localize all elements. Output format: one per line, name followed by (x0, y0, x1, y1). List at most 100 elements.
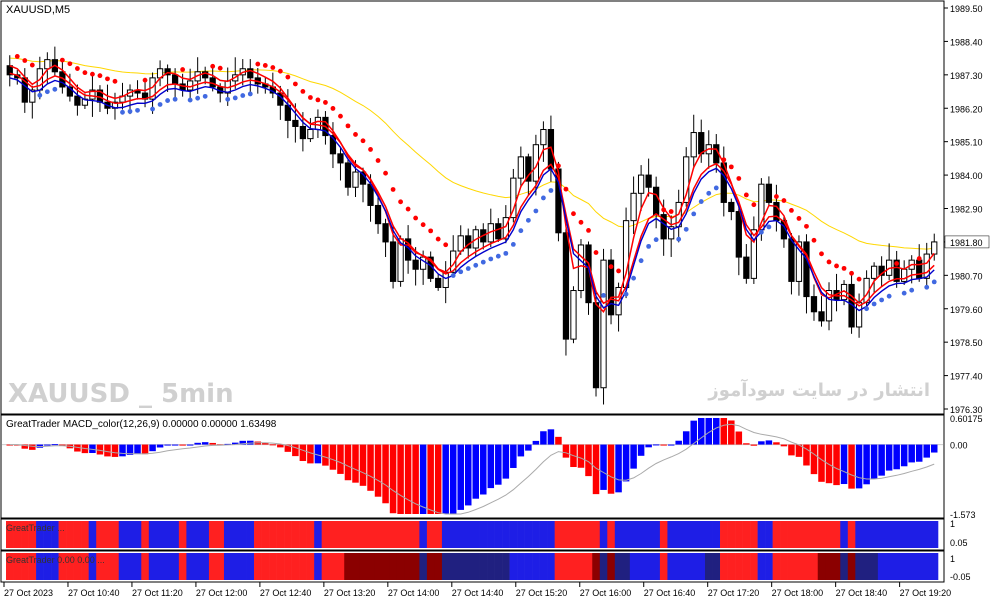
strip1-bar (389, 521, 398, 548)
sar-dot-blue (510, 242, 516, 247)
strip2-bar (374, 553, 383, 580)
strip1-bar (411, 521, 420, 548)
strip1-bar (111, 521, 120, 548)
sar-dot-blue (127, 108, 133, 114)
sar-dot-red (330, 106, 336, 111)
strip2-bar (742, 553, 751, 580)
sar-dot-red (736, 176, 742, 181)
strip2-bar (494, 553, 503, 580)
strip1-bar (487, 521, 495, 548)
strip2-bar (366, 553, 375, 580)
candle-body (870, 265, 878, 279)
strip1-bar (742, 521, 751, 548)
sar-dot-blue (886, 293, 892, 299)
strip2-bar (757, 553, 766, 580)
strip2-bar (51, 553, 59, 580)
strip2-bar (472, 553, 480, 580)
strip2-bar (231, 553, 240, 580)
strip1-bar (885, 521, 894, 548)
macd-bar (690, 420, 697, 445)
strip1-bar (712, 521, 721, 548)
strip1-bar (269, 521, 277, 548)
strip1-tick-label: 1 (950, 519, 955, 529)
strip2-bar (261, 553, 270, 580)
strip1-bar (434, 521, 443, 548)
macd-bar (442, 444, 449, 514)
sar-dot-blue (172, 96, 178, 102)
strip2-bar (479, 553, 488, 580)
lower-red-line (9, 72, 935, 307)
candle-body (329, 135, 337, 155)
strip1-bar (456, 521, 465, 548)
macd-bar (89, 444, 96, 454)
sar-dot-blue (157, 102, 163, 107)
strip1-bar (674, 521, 683, 548)
sar-dot-red (255, 61, 261, 67)
macd-bar (893, 444, 900, 470)
macd-bar (803, 444, 810, 466)
macd-bar (382, 444, 389, 504)
sar-dot-red (82, 70, 88, 76)
strip2-bar (111, 553, 120, 580)
macd-bar (59, 444, 66, 446)
strip2-bar (449, 553, 458, 580)
macd-bar (885, 444, 893, 471)
strip2-bar (802, 553, 811, 580)
strip2-bar (487, 553, 495, 580)
strip2-bar (562, 553, 571, 580)
macd-bar (713, 418, 720, 445)
sar-dot-blue (713, 185, 719, 191)
sar-dot-blue (548, 188, 554, 193)
strip1-bar (246, 521, 255, 548)
strip2-bar (404, 553, 413, 580)
sar-dot-blue (240, 93, 246, 98)
macd-bar (682, 431, 690, 445)
strip1-bar (532, 521, 540, 548)
strip1-bar (907, 521, 916, 548)
sar-dot-red (142, 77, 148, 83)
price-axis: 1989.50 1988.40 1987.30 1986.20 1985.10 1984.… (944, 4, 990, 582)
candle-body (292, 119, 299, 127)
macd-bar (397, 444, 404, 514)
strip2-bar (66, 553, 74, 580)
sar-dot-blue (901, 290, 907, 296)
macd-bar (96, 444, 104, 455)
candle-body (825, 290, 833, 322)
candle-body (607, 259, 615, 316)
sar-dot-blue (879, 297, 885, 303)
strip2-bar (193, 553, 202, 580)
macd-panel[interactable] (0, 414, 945, 519)
strip-panel-1[interactable] (0, 518, 945, 551)
strip2-bar (419, 553, 428, 580)
strip1-bar (577, 521, 586, 548)
sar-dot-red (398, 199, 403, 205)
main-price-panel[interactable] (0, 0, 945, 415)
candle-body (592, 302, 600, 389)
sar-dot-blue (623, 291, 629, 297)
candle-body (577, 244, 585, 292)
sar-dot-red (262, 63, 268, 68)
sar-dot-red (804, 223, 809, 229)
sar-dot-red (796, 216, 802, 221)
strip2-bar (795, 553, 804, 580)
sar-dot-red (360, 138, 366, 144)
strip-panel-2[interactable] (0, 550, 945, 583)
strip1-bar (351, 521, 360, 548)
macd-bar (119, 444, 126, 457)
strip2-bar (351, 553, 360, 580)
sar-dot-red (277, 68, 283, 74)
candle-body (600, 259, 607, 389)
strip2-bar (922, 553, 931, 580)
strip2-bar (682, 553, 691, 580)
sar-dot-red (789, 208, 794, 213)
macd-bar (404, 444, 412, 514)
candle-body (660, 214, 667, 240)
macd-bar (930, 444, 938, 453)
macd-bar (525, 444, 532, 451)
candle-body (893, 259, 900, 282)
macd-bar (810, 444, 818, 475)
candle-body (931, 241, 938, 255)
strip1-bar (697, 521, 706, 548)
strip1-bar (494, 521, 503, 548)
